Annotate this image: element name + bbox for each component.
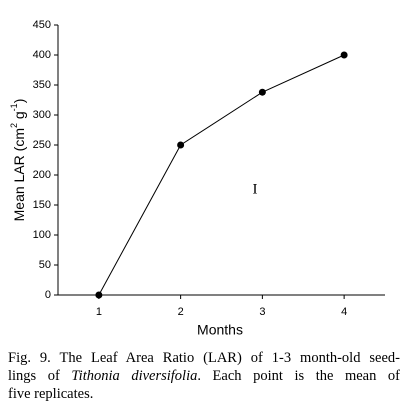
caption-text: lings of [8, 368, 72, 384]
point [177, 141, 185, 149]
y-tick-label: 250 [33, 139, 51, 151]
y-tick-label: 450 [33, 19, 51, 31]
caption: Fig. 9. The Leaf Area Ratio (LAR) of 1-3… [8, 349, 400, 403]
y-label-sup: 2 [9, 123, 19, 128]
y-label-text: g [11, 111, 27, 123]
x-tick-label: 3 [259, 306, 265, 318]
x-tick-label: 4 [341, 306, 347, 318]
chart: Months Mean LAR (cm2 g-1) I 050100150200… [9, 19, 385, 338]
x-tick-label: 1 [96, 306, 102, 318]
point [95, 291, 103, 299]
point [258, 88, 266, 96]
y-tick-label: 0 [45, 289, 51, 301]
y-tick-label: 300 [33, 109, 51, 121]
point [340, 51, 348, 59]
y-label-text: ) [11, 99, 27, 104]
y-tick-label: 200 [33, 169, 51, 181]
caption-text: five replicates. [8, 386, 94, 402]
y-label-sup: -1 [9, 103, 19, 111]
caption-text: Fig. 9. The Leaf Area Ratio (LAR) of 1-3… [8, 350, 400, 366]
annotation: I [253, 181, 258, 197]
y-tick-label: 350 [33, 79, 51, 91]
x-axis-label: Months [197, 322, 243, 338]
line [98, 54, 345, 296]
y-tick-label: 100 [33, 229, 51, 241]
y-axis-label: Mean LAR (cm2 g-1) [9, 99, 26, 222]
y-label-text: Mean LAR (cm [11, 128, 27, 221]
y-tick-label: 150 [33, 199, 51, 211]
caption-line: Fig. 9. The Leaf Area Ratio (LAR) of 1-3… [8, 349, 400, 367]
species-name: Tithonia diversifolia [71, 368, 198, 384]
caption-line: lings of Tithonia diversifolia. Each poi… [8, 367, 400, 385]
caption-line: five replicates. [8, 385, 400, 403]
caption-text: . Each point is the mean of [197, 368, 401, 384]
x-tick-label: 2 [178, 306, 184, 318]
y-tick-label: 400 [33, 49, 51, 61]
y-tick-label: 50 [39, 259, 51, 271]
